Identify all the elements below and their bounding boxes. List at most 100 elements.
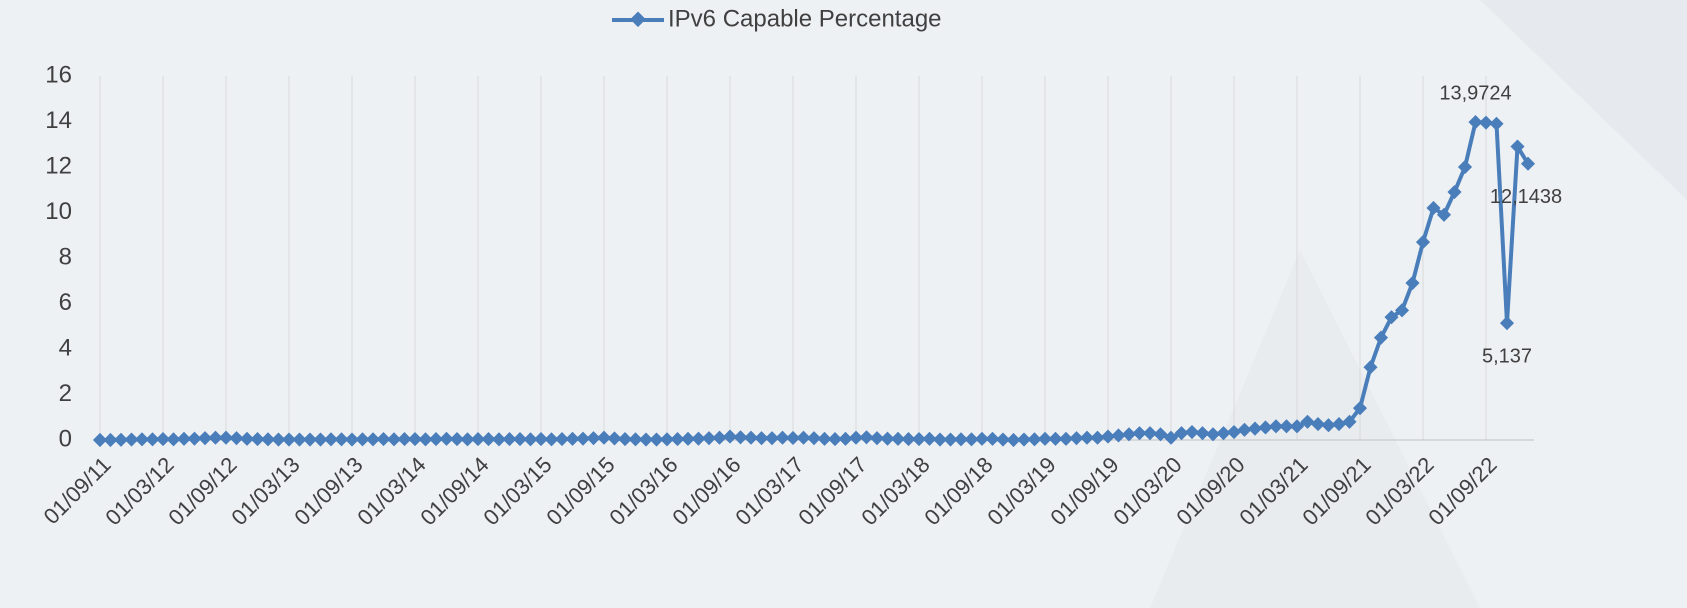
marker — [775, 430, 790, 445]
marker — [166, 432, 181, 447]
marker — [827, 432, 843, 447]
marker — [1079, 430, 1095, 445]
marker — [103, 432, 118, 448]
marker — [890, 431, 906, 446]
marker — [785, 430, 801, 446]
marker — [596, 430, 612, 445]
marker — [239, 431, 255, 446]
marker — [418, 432, 433, 447]
y-tick-label: 14 — [45, 107, 72, 134]
marker — [1331, 417, 1347, 432]
marker — [502, 432, 517, 447]
marker — [449, 432, 465, 447]
marker — [302, 432, 318, 447]
marker — [880, 431, 895, 446]
data-label: 12,1438 — [1490, 186, 1562, 208]
marker — [1468, 115, 1483, 130]
marker — [460, 432, 475, 447]
marker — [1184, 424, 1200, 440]
marker — [145, 432, 160, 447]
marker — [565, 431, 580, 446]
marker — [407, 432, 423, 447]
marker — [859, 430, 874, 445]
y-tick-label: 4 — [59, 334, 72, 361]
y-tick-label: 8 — [59, 243, 72, 270]
marker — [964, 432, 979, 447]
marker — [701, 431, 717, 446]
marker — [1268, 419, 1284, 434]
marker — [1142, 426, 1158, 441]
marker — [1174, 426, 1189, 441]
marker — [260, 432, 276, 447]
marker — [1426, 200, 1441, 216]
marker — [659, 432, 675, 447]
marker — [985, 431, 1000, 446]
marker — [124, 432, 139, 447]
marker — [1100, 429, 1116, 444]
marker — [1342, 414, 1357, 429]
marker — [1447, 184, 1462, 200]
marker — [1499, 316, 1515, 331]
marker — [1132, 426, 1147, 441]
marker — [1457, 159, 1473, 175]
y-tick-label: 0 — [59, 425, 72, 452]
marker — [1363, 360, 1378, 375]
marker — [292, 432, 307, 447]
marker — [817, 431, 832, 446]
y-tick-label: 6 — [59, 289, 72, 316]
marker — [712, 430, 727, 445]
marker — [208, 430, 223, 445]
marker — [397, 432, 412, 447]
marker — [481, 432, 496, 447]
marker — [134, 432, 150, 447]
marker — [1195, 426, 1210, 441]
marker — [869, 431, 885, 446]
marker — [1510, 139, 1525, 154]
marker — [271, 432, 286, 447]
marker — [197, 431, 213, 446]
decor — [1480, 0, 1687, 200]
marker — [533, 432, 549, 447]
marker — [92, 432, 108, 448]
y-tick-label: 16 — [45, 61, 72, 88]
marker — [722, 429, 738, 444]
marker — [1258, 420, 1273, 435]
marker — [743, 430, 759, 445]
marker — [1048, 431, 1063, 446]
marker — [439, 431, 454, 446]
marker — [428, 432, 444, 447]
marker — [796, 430, 811, 445]
marker — [649, 432, 664, 447]
marker — [1384, 310, 1399, 325]
marker — [1121, 427, 1137, 442]
marker — [575, 431, 591, 446]
marker — [1090, 430, 1105, 445]
marker — [733, 430, 748, 445]
marker — [187, 431, 202, 446]
marker — [764, 431, 780, 446]
marker — [1352, 401, 1368, 416]
marker — [376, 432, 391, 447]
marker — [523, 432, 538, 447]
data-label: 13,9724 — [1439, 82, 1511, 104]
marker — [323, 432, 339, 447]
marker — [344, 432, 360, 447]
marker — [1153, 427, 1168, 442]
marker — [1405, 275, 1420, 291]
marker — [1394, 303, 1410, 318]
marker — [1310, 417, 1326, 432]
marker — [628, 432, 643, 447]
marker — [386, 432, 402, 447]
marker — [1205, 427, 1221, 442]
marker — [1006, 432, 1021, 448]
marker — [617, 432, 633, 447]
marker — [754, 431, 769, 446]
marker — [1237, 422, 1252, 437]
marker — [974, 431, 990, 446]
legend-label: IPv6 Capable Percentage — [668, 5, 942, 32]
y-tick-label: 10 — [45, 198, 72, 225]
marker — [901, 432, 916, 447]
marker — [365, 432, 381, 447]
marker — [838, 431, 853, 446]
marker — [229, 431, 244, 446]
